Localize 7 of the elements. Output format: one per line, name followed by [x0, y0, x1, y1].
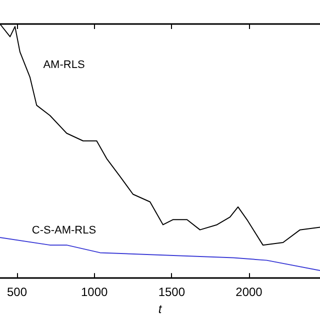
series-label: AM-RLS	[43, 58, 85, 71]
x-tick-label: 1000	[80, 285, 108, 300]
x-tick-label: 500	[6, 285, 28, 300]
x-tick-label: 1500	[158, 285, 186, 300]
x-tick-label: 2000	[236, 285, 263, 300]
x-axis-title: t	[158, 302, 162, 316]
series-label: C-S-AM-RLS	[32, 224, 96, 237]
